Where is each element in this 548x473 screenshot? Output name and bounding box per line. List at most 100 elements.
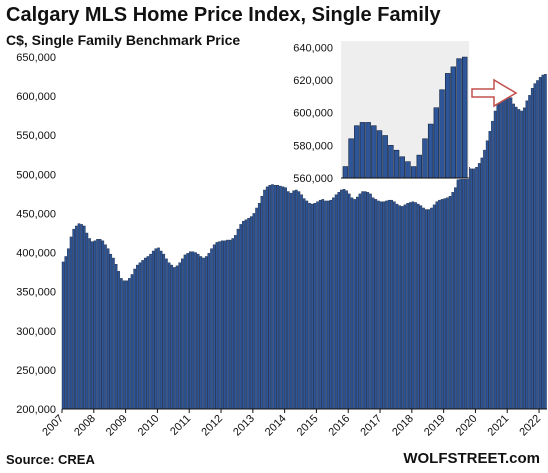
bar <box>377 200 380 410</box>
bar <box>212 244 216 410</box>
bar <box>106 248 110 410</box>
bar <box>151 250 155 410</box>
bar <box>536 80 539 410</box>
bar <box>528 95 531 410</box>
bar <box>215 242 219 410</box>
bar <box>300 194 303 410</box>
bar <box>88 238 91 410</box>
bar <box>374 199 378 410</box>
bar <box>133 268 136 410</box>
bar <box>451 192 454 410</box>
y-tick-label: 550,000 <box>16 130 56 142</box>
bar <box>101 240 105 410</box>
bar <box>456 179 460 410</box>
bar <box>515 106 518 410</box>
inset-y-tick-label: 580,000 <box>293 140 333 152</box>
bar <box>329 199 333 410</box>
bar <box>75 225 78 410</box>
bar <box>385 200 388 410</box>
inset-bar <box>405 161 411 179</box>
bar <box>210 248 213 410</box>
inset-chart: 560,000 580,000 600,000 620,000 640,000 <box>293 41 469 185</box>
bar <box>342 188 346 410</box>
bar <box>430 207 433 410</box>
bar <box>411 201 415 410</box>
bar <box>136 264 139 410</box>
inset-bar <box>388 145 394 179</box>
bar <box>305 200 309 410</box>
bar <box>414 202 417 410</box>
y-tick-label: 500,000 <box>16 169 56 181</box>
bar <box>318 199 322 410</box>
bar <box>186 253 189 410</box>
bar <box>504 90 507 410</box>
bar <box>507 92 510 410</box>
bar <box>183 254 187 410</box>
bar <box>520 110 523 410</box>
x-tick-label: 2019 <box>422 413 448 439</box>
bar <box>273 185 277 410</box>
inset-bar <box>382 135 388 179</box>
bar <box>416 203 420 410</box>
bar <box>488 131 492 410</box>
inset-bar <box>416 154 422 179</box>
bar <box>170 264 174 410</box>
x-tick-label: 2016 <box>327 413 353 439</box>
bar <box>80 224 83 410</box>
bar <box>117 271 121 410</box>
x-tick-label: 2007 <box>40 413 66 439</box>
x-tick-label: 2009 <box>104 413 130 439</box>
bar <box>517 109 521 410</box>
x-tick-label: 2018 <box>390 413 416 439</box>
bar <box>82 225 86 410</box>
bar <box>157 247 160 410</box>
bar <box>361 191 364 410</box>
bar <box>244 219 248 410</box>
bar <box>496 102 500 410</box>
bar <box>96 239 99 410</box>
inset-y-tick-label: 640,000 <box>293 42 333 54</box>
bar <box>448 196 452 410</box>
inset-bar <box>427 123 434 179</box>
bar <box>226 239 229 410</box>
bar <box>427 209 431 410</box>
bar <box>72 228 75 410</box>
bar <box>263 189 266 410</box>
bar <box>401 206 404 410</box>
bar <box>438 199 441 410</box>
bar <box>287 191 290 410</box>
x-tick-label: 2012 <box>199 413 225 439</box>
bar <box>281 186 285 410</box>
inset-bar <box>410 166 417 179</box>
bar <box>316 201 319 410</box>
bar <box>141 260 144 410</box>
inset-bar <box>433 107 440 179</box>
x-axis <box>61 408 547 413</box>
bar <box>512 103 515 410</box>
bar <box>125 280 128 410</box>
bar <box>358 193 362 410</box>
bar <box>379 201 383 410</box>
bar <box>475 167 478 410</box>
x-tick-label: 2015 <box>295 413 321 439</box>
bar <box>530 88 534 410</box>
bar <box>310 203 314 410</box>
bar <box>390 199 394 410</box>
bar <box>469 168 473 410</box>
inset-bar <box>462 56 468 179</box>
brand-logo-text: WOLFSTREET.com <box>403 450 540 467</box>
bar <box>77 223 81 410</box>
bar <box>112 257 115 410</box>
bar <box>525 100 529 410</box>
bar <box>257 203 261 410</box>
bar <box>228 239 232 410</box>
x-tick-label: 2020 <box>454 413 480 439</box>
bar <box>276 185 280 410</box>
inset-bar <box>371 125 377 179</box>
bar <box>122 280 126 410</box>
bar <box>268 185 272 410</box>
bar <box>252 213 256 410</box>
inset-bar <box>399 156 405 179</box>
bar <box>461 170 465 410</box>
